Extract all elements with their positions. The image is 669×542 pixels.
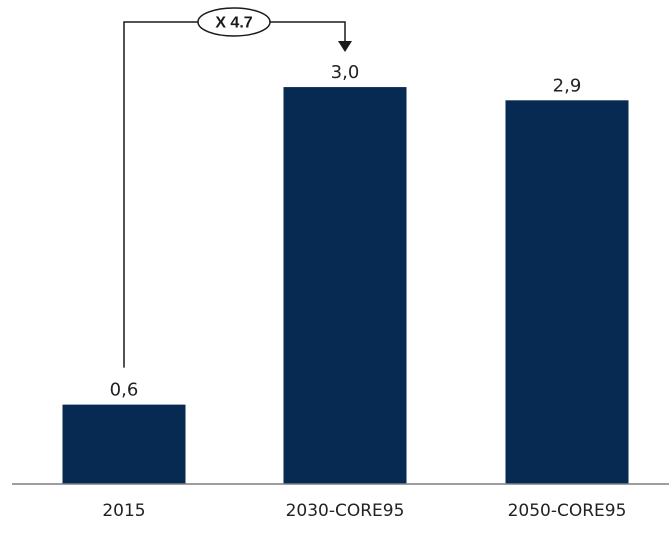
category-label-2030-core95: 2030-CORE95 bbox=[286, 501, 405, 521]
growth-annotation: X 4.7 bbox=[123, 7, 352, 368]
growth-factor-badge bbox=[197, 7, 271, 37]
data-label-2050-core95: 2,9 bbox=[553, 75, 582, 96]
data-label-2030-core95: 3,0 bbox=[331, 62, 360, 83]
arrow-down-icon bbox=[338, 41, 352, 52]
bar-2015 bbox=[62, 404, 186, 484]
category-label-2050-core95: 2050-CORE95 bbox=[508, 501, 627, 521]
growth-connector-line-right bbox=[270, 21, 346, 42]
bars-layer: 0,6 2015 3,0 2030-CORE95 2,9 2050-CORE95 bbox=[62, 62, 629, 521]
data-label-2015: 0,6 bbox=[110, 380, 139, 401]
bar-2050-core95 bbox=[505, 100, 629, 485]
bar-2030-core95 bbox=[283, 87, 407, 485]
category-label-2015: 2015 bbox=[102, 501, 145, 521]
growth-connector-line bbox=[123, 21, 198, 368]
growth-factor-label: X 4.7 bbox=[215, 15, 252, 32]
